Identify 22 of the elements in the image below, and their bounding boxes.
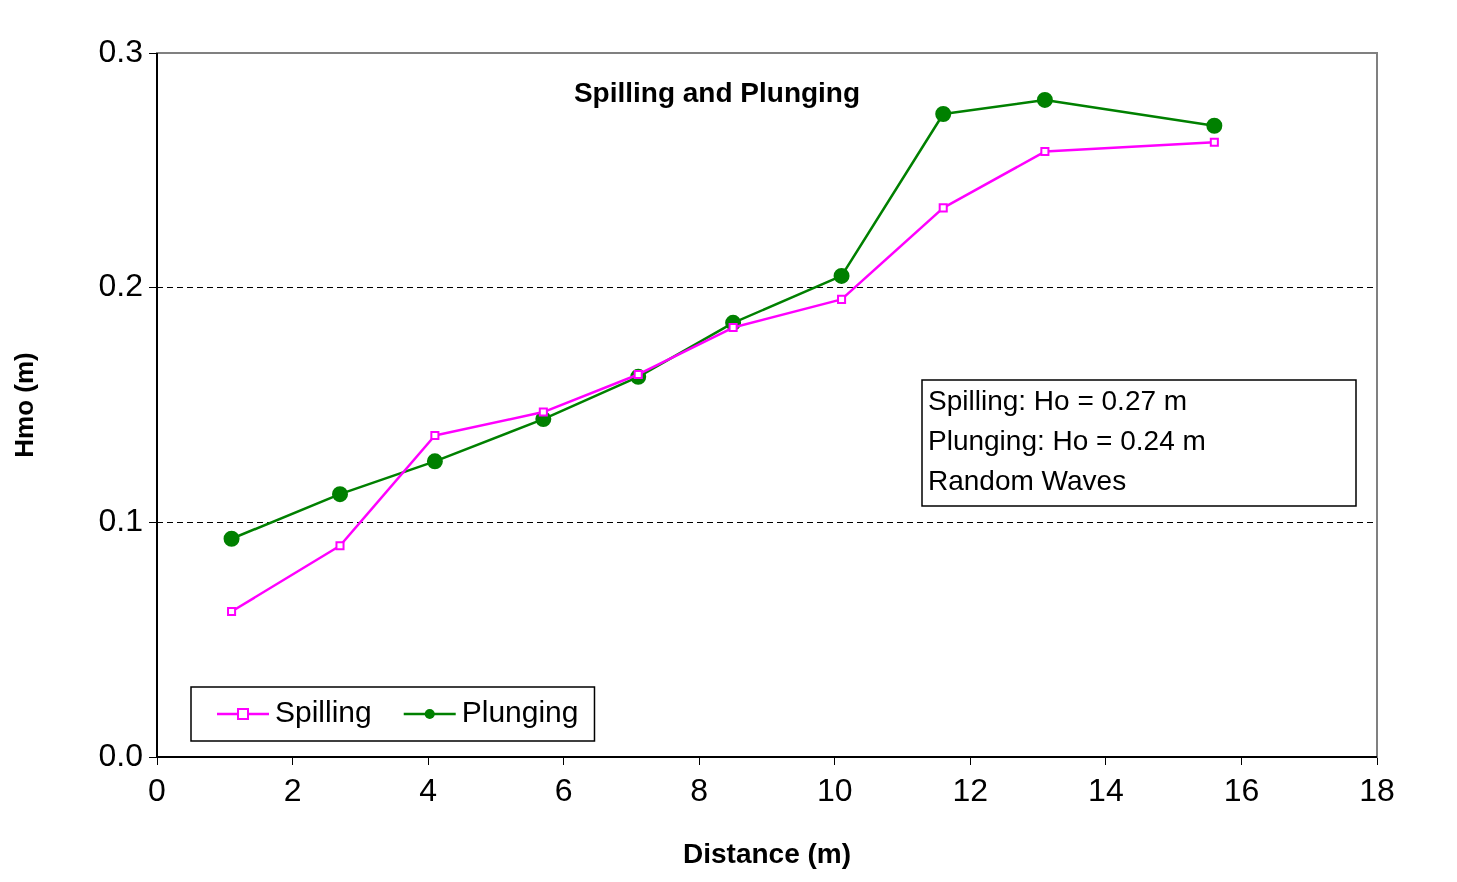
- x-tick-label: 4: [419, 772, 438, 809]
- x-tick-label: 12: [952, 772, 989, 809]
- x-tick-label: 18: [1359, 772, 1395, 809]
- annotation: Spilling: Ho = 0.27 m: [928, 384, 1188, 416]
- y-tick-label: 0.0: [98, 736, 143, 773]
- y-tick-label: 0.2: [98, 267, 143, 304]
- y-axis-title: Hmo (m): [8, 352, 39, 458]
- y-tick-label: 0.3: [98, 32, 143, 69]
- x-tick-label: 6: [554, 772, 573, 809]
- legend-label: Plunging: [461, 695, 579, 729]
- x-tick-label: 10: [816, 772, 853, 809]
- x-tick-label: 0: [148, 772, 166, 809]
- annotation: Plunging: Ho = 0.24 m: [928, 424, 1206, 456]
- annotation: Random Waves: [928, 464, 1127, 496]
- text: Spilling and Plunging: [573, 76, 861, 108]
- legend-label: Spilling: [275, 695, 372, 729]
- x-tick-label: 16: [1223, 772, 1260, 809]
- x-tick-label: 14: [1088, 772, 1124, 809]
- x-axis-title: Distance (m): [682, 837, 852, 869]
- x-tick-label: 8: [690, 772, 709, 809]
- x-tick-label: 2: [283, 772, 302, 809]
- y-tick-label: 0.1: [98, 502, 143, 539]
